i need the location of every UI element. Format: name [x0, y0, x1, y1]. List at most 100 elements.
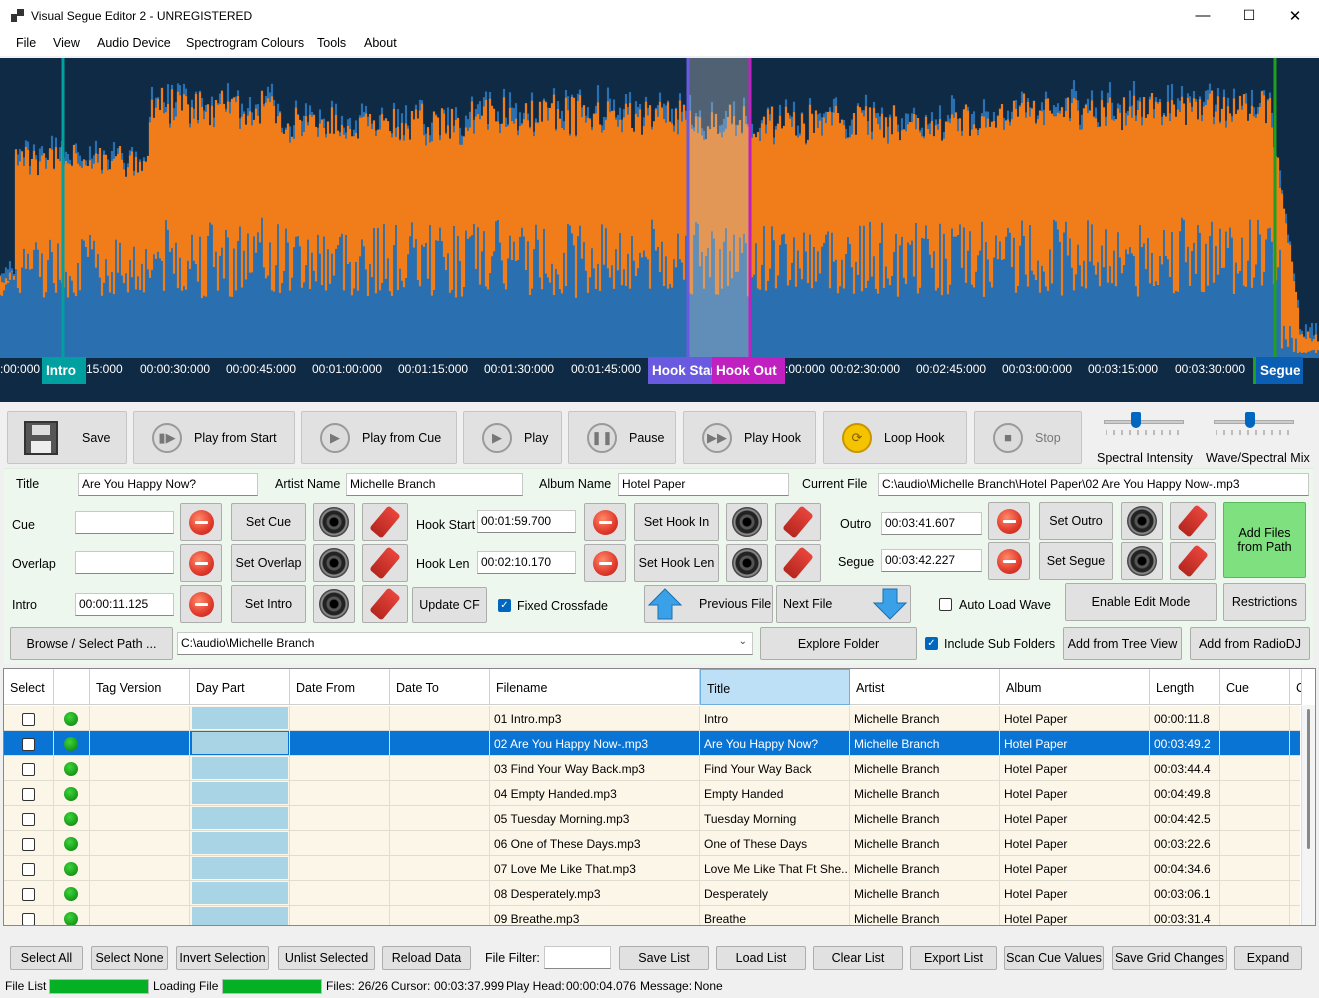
table-row[interactable]: 05 Tuesday Morning.mp3 Tuesday Morning Mic… — [4, 806, 1302, 831]
column-header-day-part[interactable]: Day Part — [190, 669, 290, 705]
day-part-selector[interactable] — [192, 707, 288, 729]
column-header-filename[interactable]: Filename — [490, 669, 700, 705]
load-list-button[interactable]: Load List — [716, 946, 806, 970]
hook-out-marker[interactable]: Hook Out — [712, 357, 785, 384]
play-cue-button[interactable] — [313, 503, 355, 541]
chevron-down-icon[interactable]: ⌄ — [738, 636, 747, 647]
row-select-checkbox[interactable] — [22, 738, 35, 751]
scan-cue-values-button[interactable]: Scan Cue Values — [1004, 946, 1104, 970]
tag-overlap-button[interactable] — [362, 544, 408, 582]
set-segue-button[interactable]: Set Segue — [1039, 542, 1113, 580]
row-select-cell[interactable] — [4, 806, 54, 831]
table-row[interactable]: 03 Find Your Way Back.mp3 Find Your Way B… — [4, 756, 1302, 781]
intro-field[interactable]: 00:00:11.125 — [75, 593, 174, 616]
save-grid-changes-button[interactable]: Save Grid Changes — [1112, 946, 1227, 970]
table-row[interactable]: 01 Intro.mp3 Intro Michelle Branch Hotel Pa… — [4, 706, 1302, 731]
column-header-date-from[interactable]: Date From — [290, 669, 390, 705]
row-select-cell[interactable] — [4, 856, 54, 881]
clear-intro-button[interactable] — [180, 585, 222, 623]
row-select-checkbox[interactable] — [22, 763, 35, 776]
add-from-tree-view-button[interactable]: Add from Tree View — [1063, 627, 1182, 660]
day-part-selector[interactable] — [192, 732, 288, 754]
close-button[interactable]: ✕ — [1288, 7, 1302, 25]
invert-selection-button[interactable]: Invert Selection — [176, 946, 269, 970]
play-hook-len-button[interactable] — [726, 544, 768, 582]
segue-marker[interactable]: Segue — [1253, 357, 1303, 384]
add-files-from-path-button[interactable]: Add Files from Path — [1223, 502, 1306, 578]
clear-list-button[interactable]: Clear List — [813, 946, 903, 970]
overlap-field[interactable] — [75, 551, 174, 574]
table-row[interactable]: 02 Are You Happy Now-.mp3 Are You Happy N… — [4, 731, 1302, 756]
cue-field[interactable] — [75, 511, 174, 534]
set-hook-len-button[interactable]: Set Hook Len — [634, 544, 719, 582]
set-hook-in-button[interactable]: Set Hook In — [634, 503, 719, 541]
waveform-display[interactable] — [0, 58, 1319, 402]
row-select-checkbox[interactable] — [22, 913, 35, 925]
play-segue-button[interactable] — [1121, 542, 1163, 580]
row-select-cell[interactable] — [4, 756, 54, 781]
menu-view[interactable]: View — [53, 36, 80, 50]
pause-button[interactable]: ❚❚ Pause — [568, 411, 676, 464]
table-row[interactable]: 07 Love Me Like That.mp3 Love Me Like Tha… — [4, 856, 1302, 881]
vertical-scrollbar[interactable] — [1302, 705, 1315, 925]
clear-overlap-button[interactable] — [180, 544, 222, 582]
artist-field[interactable]: Michelle Branch — [346, 473, 523, 496]
tag-outro-button[interactable] — [1170, 502, 1216, 540]
tag-intro-button[interactable] — [362, 585, 408, 623]
set-intro-button[interactable]: Set Intro — [231, 585, 306, 623]
stop-button[interactable]: ■ Stop — [974, 411, 1082, 464]
set-outro-button[interactable]: Set Outro — [1039, 502, 1113, 540]
add-from-radiodj-button[interactable]: Add from RadioDJ — [1190, 627, 1310, 660]
column-header-album[interactable]: Album — [1000, 669, 1150, 705]
wave-spectral-mix-slider[interactable] — [1245, 412, 1255, 428]
row-select-cell[interactable] — [4, 881, 54, 906]
hook-start-field[interactable]: 00:01:59.700 — [477, 510, 576, 533]
export-list-button[interactable]: Export List — [910, 946, 997, 970]
column-header-date-to[interactable]: Date To — [390, 669, 490, 705]
include-sub-folders-checkbox[interactable]: ✓ — [925, 637, 938, 650]
explore-folder-button[interactable]: Explore Folder — [760, 627, 917, 660]
day-part-selector[interactable] — [192, 857, 288, 879]
menu-about[interactable]: About — [364, 36, 397, 50]
play-overlap-button[interactable] — [313, 544, 355, 582]
table-row[interactable]: 04 Empty Handed.mp3 Empty Handed Michelle … — [4, 781, 1302, 806]
row-select-checkbox[interactable] — [22, 788, 35, 801]
row-select-checkbox[interactable] — [22, 813, 35, 826]
file-filter-input[interactable] — [544, 946, 611, 969]
column-header-artist[interactable]: Artist — [850, 669, 1000, 705]
clear-outro-button[interactable] — [988, 502, 1030, 540]
day-part-selector[interactable] — [192, 882, 288, 904]
table-row[interactable]: 09 Breathe.mp3 Breathe Michelle Branch Hote… — [4, 906, 1302, 925]
loop-hook-button[interactable]: ⟳ Loop Hook — [823, 411, 967, 464]
menu-audio-device[interactable]: Audio Device — [97, 36, 171, 50]
play-from-start-button[interactable]: ▮▶ Play from Start — [133, 411, 295, 464]
column-header-select[interactable]: Select — [4, 669, 54, 705]
column-header-title[interactable]: Title — [700, 669, 850, 705]
browse-path-button[interactable]: Browse / Select Path ... — [10, 627, 173, 660]
minimize-button[interactable]: — — [1195, 7, 1211, 24]
title-field[interactable]: Are You Happy Now? — [78, 473, 258, 496]
segue-field[interactable]: 00:03:42.227 — [881, 549, 982, 572]
clear-cue-button[interactable] — [180, 503, 222, 541]
row-select-checkbox[interactable] — [22, 888, 35, 901]
play-from-cue-button[interactable]: ▶ Play from Cue — [301, 411, 457, 464]
tag-cue-button[interactable] — [362, 503, 408, 541]
clear-hook-len-button[interactable] — [584, 544, 626, 582]
column-header-status[interactable] — [54, 669, 90, 705]
menu-file[interactable]: File — [16, 36, 37, 50]
row-select-cell[interactable] — [4, 906, 54, 925]
column-header-tag-version[interactable]: Tag Version — [90, 669, 190, 705]
day-part-selector[interactable] — [192, 907, 288, 925]
album-field[interactable]: Hotel Paper — [618, 473, 789, 496]
column-header-cue[interactable]: Cue — [1220, 669, 1290, 705]
restrictions-button[interactable]: Restrictions — [1223, 583, 1306, 621]
expand-button[interactable]: Expand — [1234, 946, 1302, 970]
hook-len-field[interactable]: 00:02:10.170 — [477, 551, 576, 574]
menu-spectrogram-colours[interactable]: Spectrogram Colours — [186, 36, 305, 50]
clear-hook-start-button[interactable] — [584, 503, 626, 541]
maximize-button[interactable]: ☐ — [1242, 7, 1256, 23]
set-overlap-button[interactable]: Set Overlap — [231, 544, 306, 582]
scrollbar-thumb[interactable] — [1307, 709, 1310, 849]
day-part-selector[interactable] — [192, 757, 288, 779]
menu-tools[interactable]: Tools — [317, 36, 347, 50]
